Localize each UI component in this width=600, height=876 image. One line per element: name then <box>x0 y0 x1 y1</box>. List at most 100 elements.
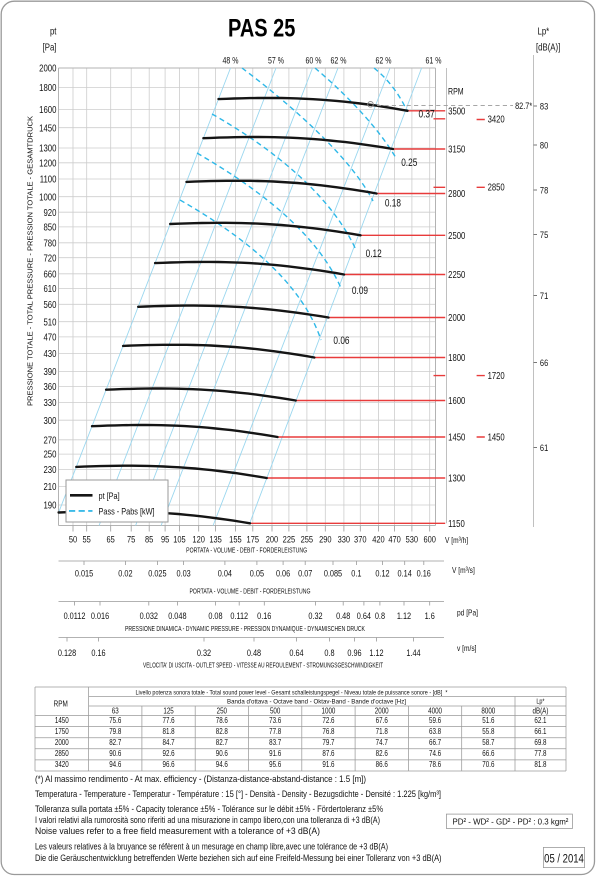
svg-text:0.14: 0.14 <box>398 567 413 578</box>
svg-text:0.016: 0.016 <box>91 610 110 621</box>
svg-text:74.7: 74.7 <box>376 738 388 747</box>
svg-text:59.6: 59.6 <box>429 716 441 725</box>
svg-text:82.6: 82.6 <box>376 749 388 758</box>
svg-text:81.8: 81.8 <box>162 727 174 736</box>
svg-text:2000: 2000 <box>375 707 389 716</box>
svg-text:175: 175 <box>247 534 260 545</box>
svg-text:2500: 2500 <box>448 230 465 241</box>
svg-text:94.6: 94.6 <box>216 761 228 770</box>
svg-text:91.6: 91.6 <box>269 749 281 758</box>
svg-text:530: 530 <box>406 534 419 545</box>
svg-text:500: 500 <box>270 707 280 716</box>
svg-text:135: 135 <box>209 534 222 545</box>
svg-text:PD² - WD² - GD² - PD² : 0.: PD² - WD² - GD² - PD² : 0.3 kgm² <box>452 817 568 827</box>
svg-text:255: 255 <box>301 534 314 545</box>
svg-text:470: 470 <box>388 534 401 545</box>
svg-text:420: 420 <box>372 534 385 545</box>
svg-text:55.8: 55.8 <box>482 727 494 736</box>
svg-text:600: 600 <box>423 534 436 545</box>
svg-text:Die die Geräuschentwicklung be: Die die Geräuschentwicklung betreffenden… <box>35 853 442 863</box>
svg-text:Tolleranza sulla portata ±5%: Tolleranza sulla portata ±5% - Capacity … <box>35 803 383 814</box>
svg-text:470: 470 <box>43 332 56 343</box>
svg-text:2000: 2000 <box>448 312 465 323</box>
svg-text:82.7: 82.7 <box>109 738 121 747</box>
svg-text:77.8: 77.8 <box>534 749 546 758</box>
svg-text:RPM: RPM <box>54 699 68 709</box>
svg-text:390: 390 <box>43 366 56 377</box>
svg-text:920: 920 <box>43 207 56 218</box>
svg-text:0.032: 0.032 <box>140 610 159 621</box>
svg-text:0.128: 0.128 <box>58 647 77 658</box>
svg-text:PORTATA - VOLUME - DEBIT - FOR: PORTATA - VOLUME - DEBIT - FORDERLEISTUN… <box>190 588 311 596</box>
svg-text:3420: 3420 <box>55 761 69 770</box>
svg-text:0.02: 0.02 <box>118 567 133 578</box>
svg-text:95: 95 <box>161 534 170 545</box>
svg-text:94.6: 94.6 <box>109 761 121 770</box>
svg-text:66: 66 <box>540 357 549 368</box>
svg-text:120: 120 <box>192 534 205 545</box>
svg-text:48 %: 48 % <box>222 55 238 65</box>
svg-text:90.6: 90.6 <box>109 749 121 758</box>
svg-text:92.6: 92.6 <box>162 749 174 758</box>
svg-text:83.7: 83.7 <box>269 738 281 747</box>
svg-text:0.64: 0.64 <box>289 647 304 658</box>
svg-text:65: 65 <box>107 534 116 545</box>
svg-text:0.05: 0.05 <box>250 567 265 578</box>
svg-text:0.18: 0.18 <box>385 197 401 209</box>
svg-text:330: 330 <box>338 534 351 545</box>
svg-text:2850: 2850 <box>55 749 69 758</box>
svg-text:0.1: 0.1 <box>351 567 361 578</box>
svg-text:85: 85 <box>145 534 154 545</box>
svg-text:75.6: 75.6 <box>109 716 121 725</box>
svg-text:155: 155 <box>229 534 242 545</box>
svg-text:0.12: 0.12 <box>375 567 390 578</box>
svg-text:95.6: 95.6 <box>269 761 281 770</box>
svg-text:270: 270 <box>43 434 56 445</box>
svg-text:1450: 1450 <box>39 122 56 133</box>
svg-text:70.6: 70.6 <box>482 761 494 770</box>
svg-text:V [m³/s]: V [m³/s] <box>452 565 475 575</box>
svg-text:0.06: 0.06 <box>276 567 291 578</box>
svg-text:pt [Pa]: pt [Pa] <box>99 490 120 501</box>
svg-text:0.16: 0.16 <box>417 567 432 578</box>
svg-text:0.16: 0.16 <box>91 647 106 658</box>
svg-text:0.0112: 0.0112 <box>64 610 86 621</box>
svg-text:1.44: 1.44 <box>406 647 421 658</box>
svg-text:1800: 1800 <box>448 352 465 363</box>
svg-text:1150: 1150 <box>448 518 465 529</box>
svg-text:720: 720 <box>43 252 56 263</box>
svg-text:82.7: 82.7 <box>216 738 228 747</box>
svg-text:290: 290 <box>319 534 332 545</box>
svg-text:57 %: 57 % <box>268 55 284 65</box>
svg-text:VELOCITA' DI USCITA - OUTLET S: VELOCITA' DI USCITA - OUTLET SPEED - VIT… <box>143 662 383 670</box>
svg-text:360: 360 <box>43 381 56 392</box>
svg-text:Banda d'ottava - Octave band -: Banda d'ottava - Octave band - Oktav-Ban… <box>227 699 406 706</box>
svg-text:0.48: 0.48 <box>247 647 262 658</box>
svg-text:225: 225 <box>283 534 296 545</box>
svg-text:0.37: 0.37 <box>419 108 435 120</box>
svg-text:1720: 1720 <box>488 370 505 381</box>
svg-text:61 %: 61 % <box>426 55 442 65</box>
svg-text:[dB(A)]: [dB(A)] <box>536 42 560 53</box>
svg-text:1450: 1450 <box>55 716 69 725</box>
svg-text:Lp*: Lp* <box>537 26 549 37</box>
svg-text:0.64: 0.64 <box>357 610 372 621</box>
svg-text:66.6: 66.6 <box>482 749 494 758</box>
svg-text:200: 200 <box>266 534 279 545</box>
svg-text:560: 560 <box>43 299 56 310</box>
svg-text:79.8: 79.8 <box>109 727 121 736</box>
svg-text:3500: 3500 <box>448 105 465 116</box>
svg-text:63.8: 63.8 <box>429 727 441 736</box>
svg-text:Livello potenza sonora totale: Livello potenza sonora totale - Total so… <box>135 690 448 697</box>
svg-text:69.8: 69.8 <box>534 738 546 747</box>
svg-text:Lp*: Lp* <box>536 698 545 706</box>
svg-text:1300: 1300 <box>448 473 465 484</box>
svg-text:dB(A): dB(A) <box>533 707 549 716</box>
svg-text:PORTATA - VOLUME - DEBIT - FOR: PORTATA - VOLUME - DEBIT - FORDERLEISTUN… <box>186 547 307 555</box>
svg-text:84.7: 84.7 <box>162 738 174 747</box>
svg-text:510: 510 <box>43 316 56 327</box>
svg-text:850: 850 <box>43 222 56 233</box>
svg-text:1100: 1100 <box>40 174 57 185</box>
svg-text:0.48: 0.48 <box>336 610 351 621</box>
svg-text:4000: 4000 <box>428 707 442 716</box>
